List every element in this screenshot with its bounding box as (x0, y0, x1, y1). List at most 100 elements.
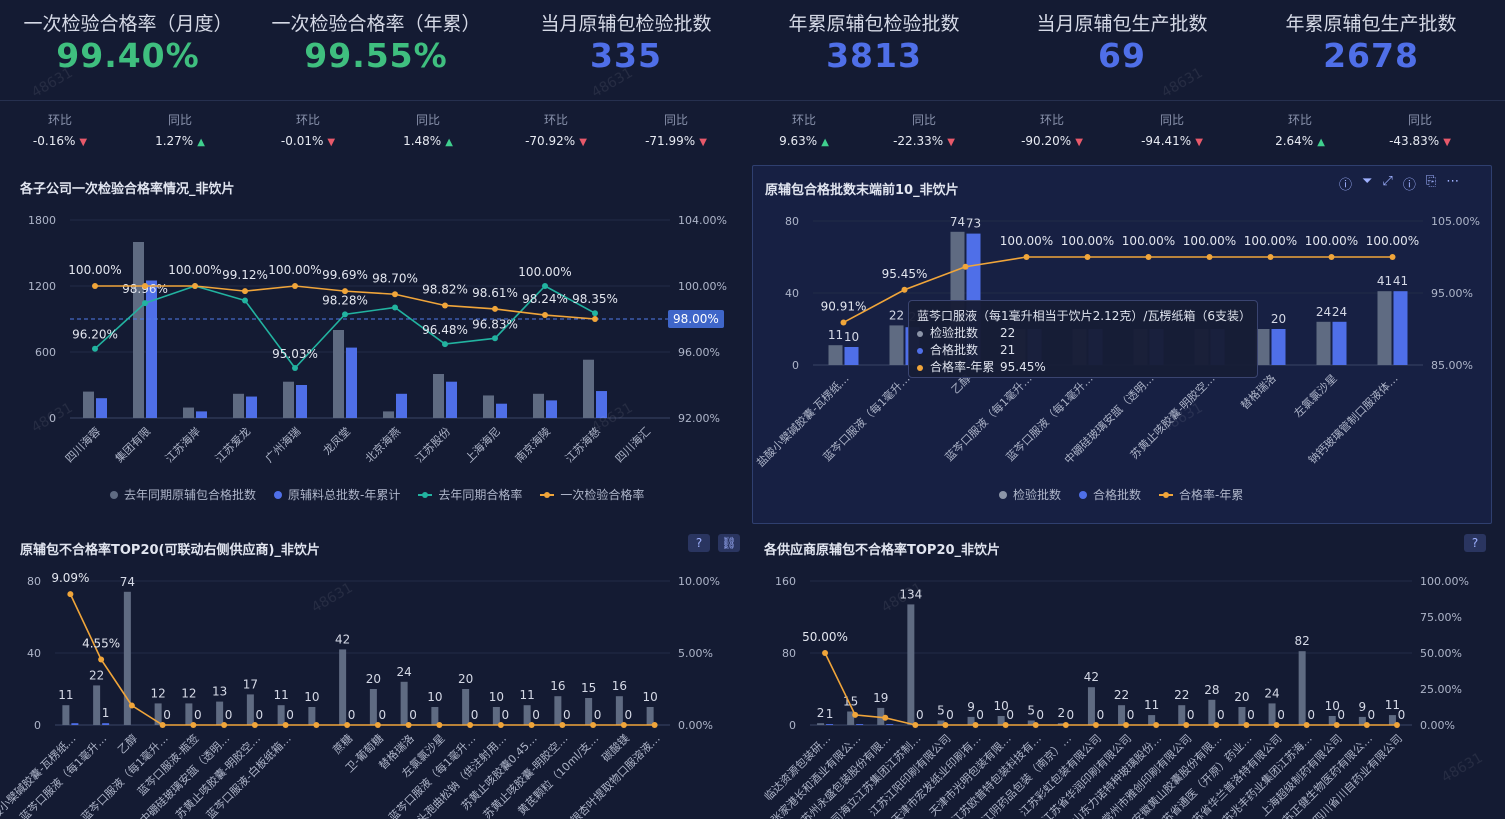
chart-legend[interactable]: 去年同期原辅包合格批数 原辅料总批数-年累计 去年同期合格率 一次检验合格率 (110, 486, 644, 503)
bar-value-label: 0 (1187, 708, 1195, 722)
line-point (942, 722, 949, 728)
line-point (1267, 254, 1274, 260)
panel-toolbar: ⓘ ⏷ ⤢ ⓘ ⎘ ⋯ (1339, 174, 1459, 193)
bar-value-label: 0 (532, 708, 540, 722)
line-point (242, 297, 248, 304)
help-icon[interactable]: ? (688, 534, 710, 552)
bar-value-label: 0 (1097, 708, 1105, 722)
y-tick-label: 600 (35, 346, 56, 359)
x-tick-label: 四川海蓉 (62, 424, 103, 465)
bar (1238, 707, 1246, 725)
y2-tick-label: 10.00% (678, 575, 720, 588)
bar-value-label: 22 (89, 668, 104, 682)
line-point (344, 722, 351, 728)
bar (431, 707, 439, 725)
line-point (282, 722, 289, 728)
line-point (190, 722, 197, 728)
bar (296, 385, 307, 418)
bar (396, 393, 407, 418)
bar-value-label: 42 (1084, 670, 1099, 684)
bar (283, 381, 294, 418)
kpi-card[interactable]: 年累原辅包生产批数 2678 (1246, 10, 1496, 74)
legend-item[interactable]: 合格批数 (1079, 486, 1141, 503)
line-point (342, 288, 348, 295)
x-tick-label: 江苏海岸 (162, 424, 203, 465)
bar (83, 391, 94, 418)
bar (216, 701, 224, 725)
bar-value-label: 0 (1127, 708, 1135, 722)
bar (96, 398, 107, 418)
y2-tick-label: 50.00% (1420, 647, 1462, 660)
series-line (843, 256, 1393, 324)
bar (817, 723, 825, 725)
bar-value-label: 9 (967, 700, 975, 714)
bar-value-label: 12 (150, 686, 165, 700)
kpi-card[interactable]: 年累原辅包检验批数 3813 (749, 10, 999, 74)
bar-value-label: 10 (489, 690, 504, 704)
kpi-card[interactable]: 一次检验合格率（月度） 99.40% (3, 10, 253, 74)
kpi-value: 69 (1098, 36, 1146, 75)
bar-value-label: 22 (1174, 688, 1189, 702)
line-value-label: 100.00% (1122, 234, 1175, 248)
bar (997, 716, 1005, 725)
line-point (1206, 254, 1213, 260)
legend-item[interactable]: 一次检验合格率 (540, 486, 644, 503)
arrow-up-icon: ▲ (197, 137, 205, 148)
legend-item[interactable]: 合格率-年累 (1159, 486, 1243, 503)
kpi-value: 3813 (826, 36, 922, 75)
chart-legend[interactable]: 检验批数 合格批数 合格率-年累 (999, 486, 1243, 503)
line-point (912, 722, 919, 728)
bar-value-label: 0 (286, 708, 294, 722)
bar (1148, 715, 1156, 725)
info-icon[interactable]: ⓘ (1402, 178, 1416, 193)
kpi-card[interactable]: 当月原辅包生产批数 69 (997, 10, 1247, 74)
line-value-label: 100.00% (518, 265, 571, 279)
y-tick-label: 0 (34, 719, 41, 732)
arrow-up-icon: ▲ (821, 137, 829, 148)
legend-item[interactable]: 检验批数 (999, 486, 1061, 503)
line-point (1328, 254, 1335, 260)
bar (646, 707, 654, 725)
bar-value-label: 0 (379, 708, 387, 722)
line-point (92, 283, 98, 289)
comparison-label: 环比 (1287, 113, 1312, 127)
line-value-label: 100.00% (1061, 234, 1114, 248)
kpi-card[interactable]: 当月原辅包检验批数 335 (501, 10, 751, 74)
bar (1118, 705, 1126, 725)
bar (844, 347, 859, 365)
bar-value-label: 74 (120, 575, 135, 589)
filter-icon[interactable]: ⏷ (1362, 174, 1373, 189)
more-icon[interactable]: ⋯ (1446, 174, 1460, 189)
y2-tick-label: 92.00% (678, 412, 720, 425)
bar-value-label: 0 (1067, 708, 1075, 722)
line-value-label: 99.69% (322, 268, 368, 282)
line-point (1273, 722, 1280, 728)
legend-item[interactable]: 原辅料总批数-年累计 (274, 486, 400, 503)
legend-item[interactable]: 去年同期合格率 (418, 486, 522, 503)
expand-icon[interactable]: ⤢ (1382, 174, 1393, 189)
comparison-item: 环比 -90.20% ▼ (1002, 111, 1102, 155)
bar-value-label: 22 (1114, 688, 1129, 702)
line-point (1002, 722, 1009, 728)
bar (937, 720, 945, 725)
line-value-label: 95.03% (272, 347, 318, 361)
line-point (159, 722, 166, 728)
kpi-card[interactable]: 一次检验合格率（年累） 99.55% (251, 10, 501, 74)
legend-item[interactable]: 去年同期原辅包合格批数 (110, 486, 256, 503)
kpi-title: 当月原辅包生产批数 (1036, 13, 1208, 35)
comparison-value-text: 2.64% (1275, 134, 1314, 148)
bar (554, 696, 562, 725)
tooltip-row-value: 95.45% (1000, 360, 1046, 374)
help-icon[interactable]: ? (1464, 534, 1486, 552)
reference-line-badge: 98.00% (668, 310, 724, 328)
line-point (1023, 254, 1030, 260)
bar-value-label: 16 (550, 679, 565, 693)
bar-value-label: 42 (335, 632, 350, 646)
help-icon[interactable]: ⓘ (1339, 178, 1353, 193)
comparison-item: 同比 -94.41% ▼ (1122, 111, 1222, 155)
bar-value-label: 28 (1204, 683, 1219, 697)
link-icon[interactable]: ⛓ (718, 534, 740, 552)
export-icon[interactable]: ⎘ (1425, 174, 1437, 189)
